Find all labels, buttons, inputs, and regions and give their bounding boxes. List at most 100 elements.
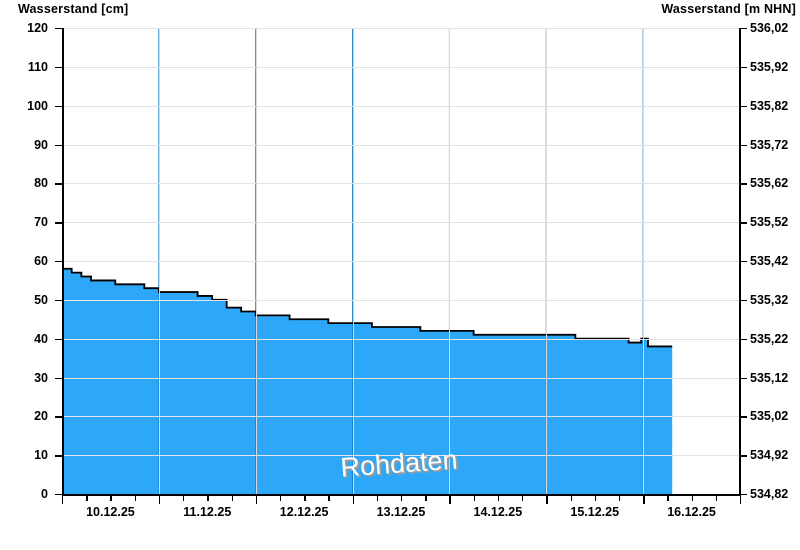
x-tick-minor bbox=[207, 496, 208, 501]
y-axis-right-label: 535,12 bbox=[750, 371, 788, 385]
y-axis-left-label: 0 bbox=[41, 487, 48, 501]
gridline-horizontal bbox=[62, 183, 740, 184]
x-tick-minor bbox=[328, 496, 329, 501]
x-tick-minor bbox=[571, 496, 572, 501]
x-tick-minor bbox=[232, 496, 233, 501]
y-tick-left bbox=[55, 416, 62, 417]
gridline-horizontal bbox=[62, 106, 740, 107]
y-axis-right-label: 535,32 bbox=[750, 293, 788, 307]
x-axis-label: 16.12.25 bbox=[667, 505, 716, 519]
y-axis-right-label: 534,82 bbox=[750, 487, 788, 501]
x-tick-major bbox=[643, 496, 644, 504]
x-tick-major bbox=[546, 496, 547, 504]
gridline-horizontal bbox=[62, 300, 740, 301]
y-axis-left-line bbox=[62, 28, 64, 495]
plot-area bbox=[62, 28, 740, 494]
x-tick-minor bbox=[425, 496, 426, 501]
x-tick-minor bbox=[692, 496, 693, 501]
x-axis-label: 14.12.25 bbox=[474, 505, 523, 519]
gridline-vertical-day bbox=[546, 28, 547, 494]
y-axis-left-label: 40 bbox=[34, 332, 48, 346]
right-axis-title: Wasserstand [m NHN] bbox=[661, 2, 796, 16]
x-tick-minor bbox=[619, 496, 620, 501]
y-axis-left-label: 80 bbox=[34, 176, 48, 190]
x-tick-major bbox=[159, 496, 160, 504]
x-tick-minor bbox=[716, 496, 717, 501]
y-tick-right bbox=[740, 339, 747, 340]
x-tick-minor bbox=[86, 496, 87, 501]
x-axis-label: 12.12.25 bbox=[280, 505, 329, 519]
y-tick-left bbox=[55, 183, 62, 184]
gridline-horizontal bbox=[62, 339, 740, 340]
y-axis-right-label: 535,42 bbox=[750, 254, 788, 268]
y-tick-right bbox=[740, 455, 747, 456]
left-axis-title: Wasserstand [cm] bbox=[18, 2, 128, 16]
y-axis-left-label: 120 bbox=[27, 21, 48, 35]
x-axis-label: 15.12.25 bbox=[570, 505, 619, 519]
y-tick-left bbox=[55, 222, 62, 223]
y-tick-left bbox=[55, 339, 62, 340]
x-tick-minor bbox=[474, 496, 475, 501]
y-tick-left bbox=[55, 378, 62, 379]
x-tick-minor bbox=[377, 496, 378, 501]
y-axis-right-label: 535,52 bbox=[750, 215, 788, 229]
y-axis-left-label: 60 bbox=[34, 254, 48, 268]
x-tick-major bbox=[62, 496, 63, 504]
y-tick-left bbox=[55, 261, 62, 262]
y-tick-right bbox=[740, 106, 747, 107]
gridline-horizontal bbox=[62, 28, 740, 29]
y-axis-right-label: 535,82 bbox=[750, 99, 788, 113]
y-axis-left-label: 30 bbox=[34, 371, 48, 385]
y-tick-right bbox=[740, 300, 747, 301]
y-axis-left-label: 20 bbox=[34, 409, 48, 423]
y-axis-right-label: 535,02 bbox=[750, 409, 788, 423]
y-axis-right-label: 534,92 bbox=[750, 448, 788, 462]
y-axis-right-label: 536,02 bbox=[750, 21, 788, 35]
y-axis-left-label: 70 bbox=[34, 215, 48, 229]
gridline-vertical-day bbox=[256, 28, 257, 494]
y-tick-right bbox=[740, 28, 747, 29]
x-tick-minor bbox=[304, 496, 305, 501]
x-tick-minor bbox=[183, 496, 184, 501]
gridline-horizontal bbox=[62, 222, 740, 223]
gridline-horizontal bbox=[62, 378, 740, 379]
y-tick-right bbox=[740, 378, 747, 379]
gridline-horizontal bbox=[62, 261, 740, 262]
y-tick-right bbox=[740, 67, 747, 68]
y-axis-right-label: 535,92 bbox=[750, 60, 788, 74]
y-tick-left bbox=[55, 494, 62, 495]
gridline-horizontal bbox=[62, 145, 740, 146]
gridline-horizontal bbox=[62, 416, 740, 417]
y-axis-right-label: 535,22 bbox=[750, 332, 788, 346]
x-axis-label: 11.12.25 bbox=[183, 505, 231, 519]
x-tick-minor bbox=[667, 496, 668, 501]
x-tick-minor bbox=[135, 496, 136, 501]
chart-canvas: Wasserstand [cm] Wasserstand [m NHN] Roh… bbox=[0, 0, 800, 550]
x-tick-minor bbox=[522, 496, 523, 501]
gridline-vertical-day bbox=[159, 28, 160, 494]
y-tick-left bbox=[55, 106, 62, 107]
x-tick-major bbox=[353, 496, 354, 504]
y-tick-right bbox=[740, 416, 747, 417]
x-tick-minor bbox=[498, 496, 499, 501]
y-axis-left-label: 100 bbox=[27, 99, 48, 113]
x-tick-minor bbox=[110, 496, 111, 501]
y-axis-left-label: 90 bbox=[34, 138, 48, 152]
y-axis-left-label: 110 bbox=[28, 60, 48, 74]
y-axis-left-label: 50 bbox=[34, 293, 48, 307]
gridline-vertical-day bbox=[449, 28, 450, 494]
x-tick-major bbox=[740, 496, 741, 504]
y-axis-left-label: 10 bbox=[34, 448, 48, 462]
x-tick-minor bbox=[401, 496, 402, 501]
series-area-fill bbox=[62, 269, 672, 494]
gridline-horizontal bbox=[62, 67, 740, 68]
x-axis-label: 10.12.25 bbox=[86, 505, 135, 519]
gridline-horizontal bbox=[62, 455, 740, 456]
y-tick-left bbox=[55, 28, 62, 29]
y-axis-right-label: 535,72 bbox=[750, 138, 788, 152]
gridline-vertical-day bbox=[643, 28, 644, 494]
y-tick-left bbox=[55, 455, 62, 456]
x-tick-minor bbox=[280, 496, 281, 501]
y-tick-right bbox=[740, 222, 747, 223]
y-tick-right bbox=[740, 261, 747, 262]
